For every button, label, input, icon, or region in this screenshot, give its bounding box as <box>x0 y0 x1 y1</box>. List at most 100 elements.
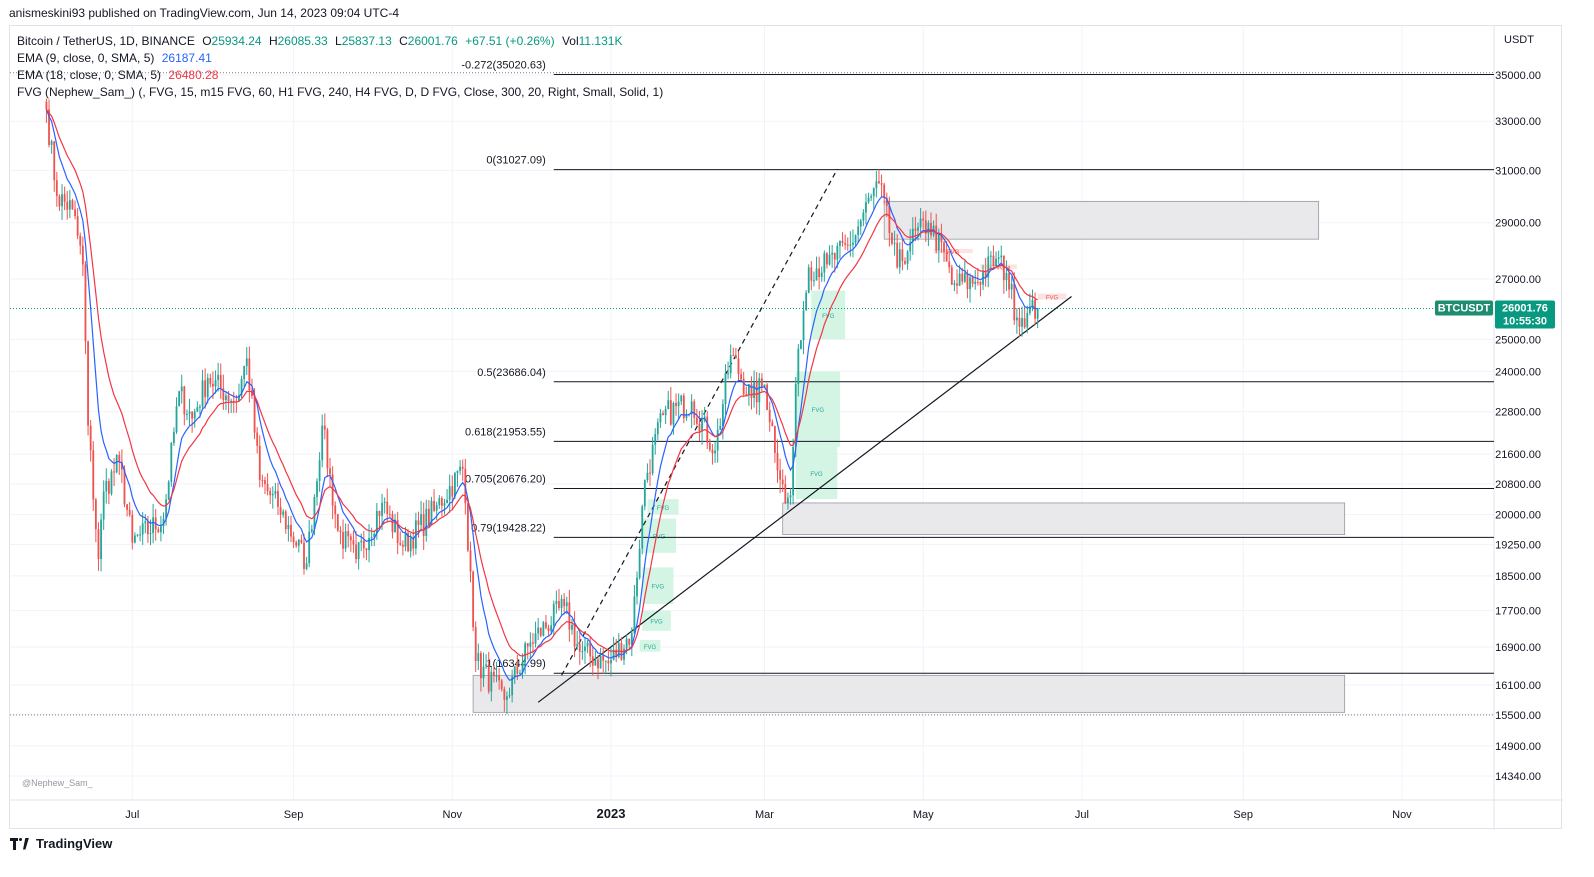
candle-down <box>461 466 464 469</box>
candle-down <box>591 656 594 666</box>
close-label: C <box>399 34 408 48</box>
candle-up <box>664 408 667 416</box>
y-tick-label: 24000.00 <box>1495 366 1541 378</box>
candle-up <box>482 666 485 679</box>
candle-up <box>368 537 370 551</box>
candle-down <box>120 461 123 470</box>
fvg-bull-label: FVG <box>650 620 663 626</box>
candle-down <box>300 539 303 543</box>
candle-up <box>425 508 428 537</box>
candle-down <box>472 571 475 628</box>
candle-down <box>888 205 891 233</box>
candle-up <box>560 598 563 609</box>
chart-frame[interactable]: Jul Sep Nov 2023 Mar May Jul Sep Nov 35000.00 3300… <box>9 25 1563 830</box>
candle-up <box>987 256 990 278</box>
candle-up <box>747 384 750 395</box>
fvg-bear-box <box>1037 293 1067 300</box>
candle-down <box>219 374 222 389</box>
candle-down <box>810 267 813 281</box>
candle-up <box>721 404 724 426</box>
fvg-bull-label: FVG <box>812 408 825 414</box>
candle-down <box>904 261 906 264</box>
candle-up <box>859 220 862 227</box>
candle-down <box>768 409 771 423</box>
candle-down <box>258 445 261 481</box>
fvg-bull-label: FVG <box>810 472 823 478</box>
candle-up <box>599 655 602 669</box>
candle-up <box>139 534 142 536</box>
candle-up <box>305 563 308 569</box>
candle-up <box>787 497 789 503</box>
candle-down <box>750 384 753 399</box>
candle-down <box>204 380 207 398</box>
candle-up <box>565 602 568 607</box>
candle-down <box>55 180 58 197</box>
ema9-title: EMA (9, close, 0, SMA, 5) <box>17 51 155 65</box>
candle-down <box>45 101 48 110</box>
candle-up <box>815 268 818 281</box>
candle-down <box>841 240 844 244</box>
candle-down <box>378 510 381 516</box>
candle-down <box>755 382 758 403</box>
candle-down <box>87 341 89 426</box>
fvg-bear-box <box>933 248 973 254</box>
candle-down <box>607 660 610 664</box>
candle-down <box>1002 255 1005 281</box>
candle-down <box>279 506 282 515</box>
candle-up <box>638 548 641 578</box>
candle-down <box>878 181 880 184</box>
candle-down <box>493 671 495 676</box>
candle-down <box>706 416 709 443</box>
candle-up <box>542 622 545 636</box>
candle-up <box>571 624 573 630</box>
candle-up <box>854 235 857 243</box>
candle-down <box>76 216 79 236</box>
candle-down <box>737 358 740 375</box>
published-header: anismeskini93 published on TradingView.c… <box>9 6 400 20</box>
candle-up <box>1036 308 1039 319</box>
candle-down <box>742 378 745 395</box>
candle-down <box>417 520 420 525</box>
candle-up <box>443 503 446 506</box>
candle-up <box>360 540 363 543</box>
candle-down <box>264 480 266 485</box>
candle-down <box>773 426 776 453</box>
candle-down <box>232 400 235 402</box>
y-tick-label: 16900.00 <box>1495 642 1541 654</box>
candle-up <box>529 642 532 647</box>
symbol-legend[interactable]: Bitcoin / TetherUS, 1D, BINANCE O25934.2… <box>17 34 622 48</box>
fib-level-label: -0.272(35020.63) <box>461 60 545 72</box>
candle-up <box>448 486 451 500</box>
footer[interactable]: TradingView <box>10 836 112 851</box>
candle-down <box>950 267 953 285</box>
candle-up <box>656 422 659 435</box>
candle-up <box>550 625 553 632</box>
candle-down <box>597 659 599 669</box>
ema18-legend[interactable]: EMA (18, close, 0, SMA, 5) 26480.28 <box>17 68 218 82</box>
candle-down <box>349 536 352 541</box>
candle-up <box>1031 299 1034 307</box>
price-chart[interactable]: Jul Sep Nov 2023 Mar May Jul Sep Nov 35000.00 3300… <box>10 26 1563 830</box>
candle-down <box>602 655 605 661</box>
ema18-line <box>45 109 1038 657</box>
candle-up <box>133 535 136 543</box>
candle-down <box>948 261 951 268</box>
low-value: 25837.13 <box>341 34 392 48</box>
candle-up <box>911 228 914 242</box>
candle-down <box>74 209 76 217</box>
candle-up <box>849 244 852 246</box>
fvg-legend[interactable]: FVG (Nephew_Sam_) (, FVG, 15, m15 FVG, 6… <box>17 85 663 99</box>
candle-up <box>828 254 831 265</box>
candle-down <box>885 197 888 206</box>
candle-down <box>891 232 893 244</box>
candle-down <box>760 378 763 388</box>
ema9-legend[interactable]: EMA (9, close, 0, SMA, 5) 26187.41 <box>17 51 212 65</box>
candle-up <box>506 696 508 700</box>
candle-up <box>495 675 498 677</box>
close-value: 26001.76 <box>407 34 458 48</box>
candle-up <box>836 245 839 260</box>
candle-up <box>690 401 693 415</box>
candle-down <box>339 530 342 533</box>
candle-down <box>776 452 779 471</box>
candle-down <box>914 228 917 231</box>
